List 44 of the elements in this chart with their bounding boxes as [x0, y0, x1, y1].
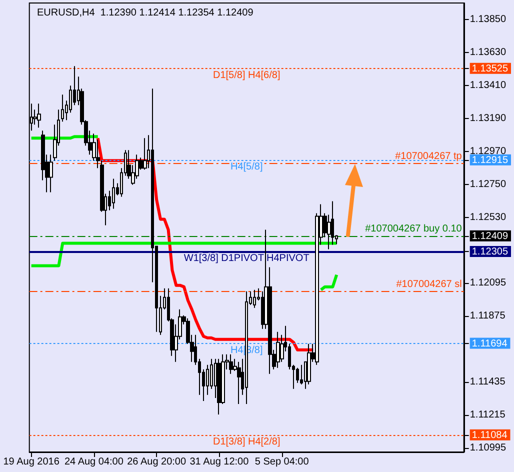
y-tick-label: 1.12915 — [472, 154, 508, 166]
candlestick — [307, 343, 311, 385]
y-tick-label: 1.11875 — [470, 310, 506, 322]
y-tick-label: 1.12750 — [470, 179, 506, 190]
y-tick-label: 1.12530 — [470, 212, 506, 224]
y-tick-label: 1.11694 — [472, 338, 508, 350]
text: EURUSD,H4 1.12390 1.12414 1.12354 1.12409 — [37, 8, 254, 18]
ref-line-label: H4[5/8] — [230, 161, 263, 172]
ref-line-label: D1[5/8] H4[6/8] — [212, 70, 280, 81]
ref-line-label: W1[3/8] D1PIVOT H4PIVOT — [184, 253, 310, 264]
y-tick-label: 1.12095 — [470, 278, 506, 289]
candlestick — [61, 94, 64, 122]
candlestick — [331, 200, 334, 246]
y-tick-label: 1.12409 — [472, 230, 508, 242]
candlestick — [49, 154, 53, 193]
y-tick-label: 1.11435 — [470, 376, 506, 388]
candlestick — [143, 138, 147, 170]
candlestick — [217, 358, 221, 415]
y-tick-label: 1.11215 — [470, 410, 506, 421]
x-tick-label: 24 Aug 04:00 — [64, 456, 124, 468]
candlestick — [237, 361, 241, 404]
y-tick-label: 1.13525 — [472, 63, 508, 74]
y-tick-label: 1.13190 — [470, 113, 506, 124]
ref-line-label: #107004267 sl — [396, 278, 462, 290]
y-tick-label: 1.10995 — [470, 442, 506, 454]
y-tick-label: 1.12970 — [470, 146, 506, 158]
y-tick-label: 1.13410 — [470, 80, 506, 92]
candlestick — [37, 103, 41, 128]
y-tick-label: 1.11084 — [472, 430, 508, 441]
x-tick-label: 5 Sep 04:00 — [254, 456, 310, 468]
candlestick — [276, 331, 280, 368]
candlestick — [253, 289, 256, 308]
candlestick — [112, 178, 115, 210]
ref-line-label: D1[3/8] H4[2/8] — [212, 436, 280, 448]
candlestick — [229, 354, 233, 374]
x-tick-label: 26 Aug 20:00 — [127, 456, 186, 468]
ref-line-label: #107004267 tp — [395, 151, 462, 162]
y-tick-label: 1.13630 — [470, 47, 506, 58]
ref-line-label: #107004267 buy 0.10 — [365, 223, 462, 234]
x-tick-label: 31 Aug 12:00 — [190, 456, 250, 468]
y-tick-label: 1.13850 — [470, 14, 506, 26]
x-tick-label: 19 Aug 2016 — [3, 456, 60, 468]
candlestick — [300, 364, 303, 385]
y-tick-label: 1.12305 — [472, 246, 508, 258]
